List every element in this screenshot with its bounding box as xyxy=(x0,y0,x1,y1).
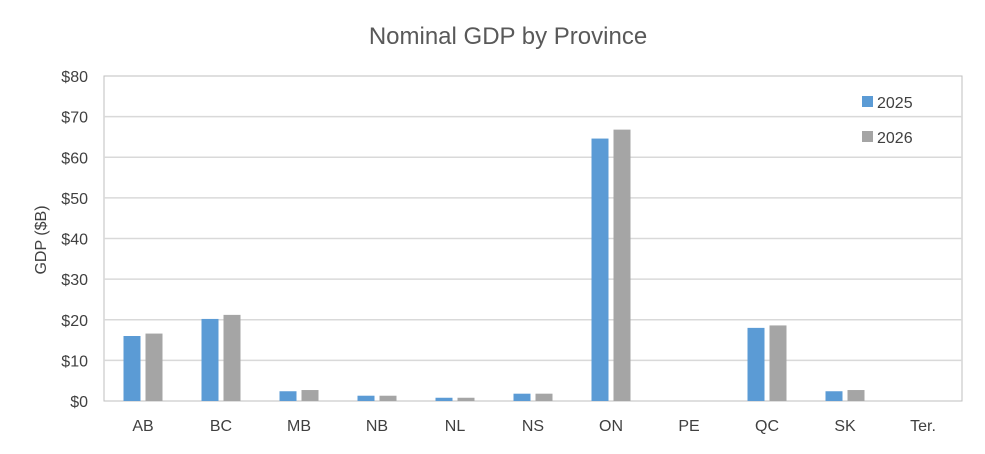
bar-2026-QC xyxy=(769,325,787,401)
x-tick-label: Ter. xyxy=(910,418,936,435)
legend-label-2025: 2025 xyxy=(877,95,913,112)
bar-2026-MB xyxy=(301,390,319,401)
bar-2026-NL xyxy=(457,397,475,401)
x-tick-label: ON xyxy=(599,418,623,435)
y-tick-label: $40 xyxy=(61,232,88,249)
x-tick-label: NB xyxy=(366,418,388,435)
x-axis-ticks: AB BC MB NB NL NS ON PE QC SK Ter. xyxy=(132,418,936,435)
bar-2025-SK xyxy=(825,391,843,401)
y-tick-label: $20 xyxy=(61,313,88,330)
bar-2026-NB xyxy=(379,395,397,401)
y-axis-ticks: $0 $10 $20 $30 $40 $50 $60 $70 $80 xyxy=(61,69,88,411)
x-tick-label: PE xyxy=(678,418,699,435)
y-tick-label: $0 xyxy=(70,394,88,411)
bar-2025-NB xyxy=(357,395,375,401)
bar-2026-BC xyxy=(223,314,241,401)
y-tick-label: $50 xyxy=(61,191,88,208)
x-tick-label: NS xyxy=(522,418,544,435)
bar-2025-NL xyxy=(435,397,453,401)
y-tick-label: $60 xyxy=(61,150,88,167)
chart-title: Nominal GDP by Province xyxy=(369,23,647,50)
y-tick-label: $70 xyxy=(61,110,88,127)
legend-label-2026: 2026 xyxy=(877,130,913,147)
legend: 2025 2026 xyxy=(862,95,913,147)
y-tick-label: $30 xyxy=(61,272,88,289)
x-tick-label: AB xyxy=(132,418,153,435)
bar-2025-BC xyxy=(201,318,219,401)
y-tick-label: $80 xyxy=(61,69,88,86)
bar-2026-NS xyxy=(535,393,553,401)
bars xyxy=(123,129,865,401)
x-tick-label: QC xyxy=(755,418,779,435)
y-axis-label: GDP ($B) xyxy=(33,205,50,274)
legend-swatch-2026 xyxy=(862,131,873,142)
x-tick-label: MB xyxy=(287,418,311,435)
bar-2026-SK xyxy=(847,390,865,401)
x-tick-label: SK xyxy=(834,418,856,435)
y-tick-label: $10 xyxy=(61,353,88,370)
bar-2026-AB xyxy=(145,333,163,401)
bar-2026-ON xyxy=(613,129,631,401)
bar-2025-QC xyxy=(747,327,765,401)
bar-2025-AB xyxy=(123,336,141,401)
legend-swatch-2025 xyxy=(862,96,873,107)
x-tick-label: BC xyxy=(210,418,232,435)
gridlines xyxy=(104,115,962,362)
bar-2025-NS xyxy=(513,393,531,401)
bar-2025-ON xyxy=(591,138,609,401)
x-tick-label: NL xyxy=(445,418,466,435)
bar-2025-MB xyxy=(279,391,297,401)
